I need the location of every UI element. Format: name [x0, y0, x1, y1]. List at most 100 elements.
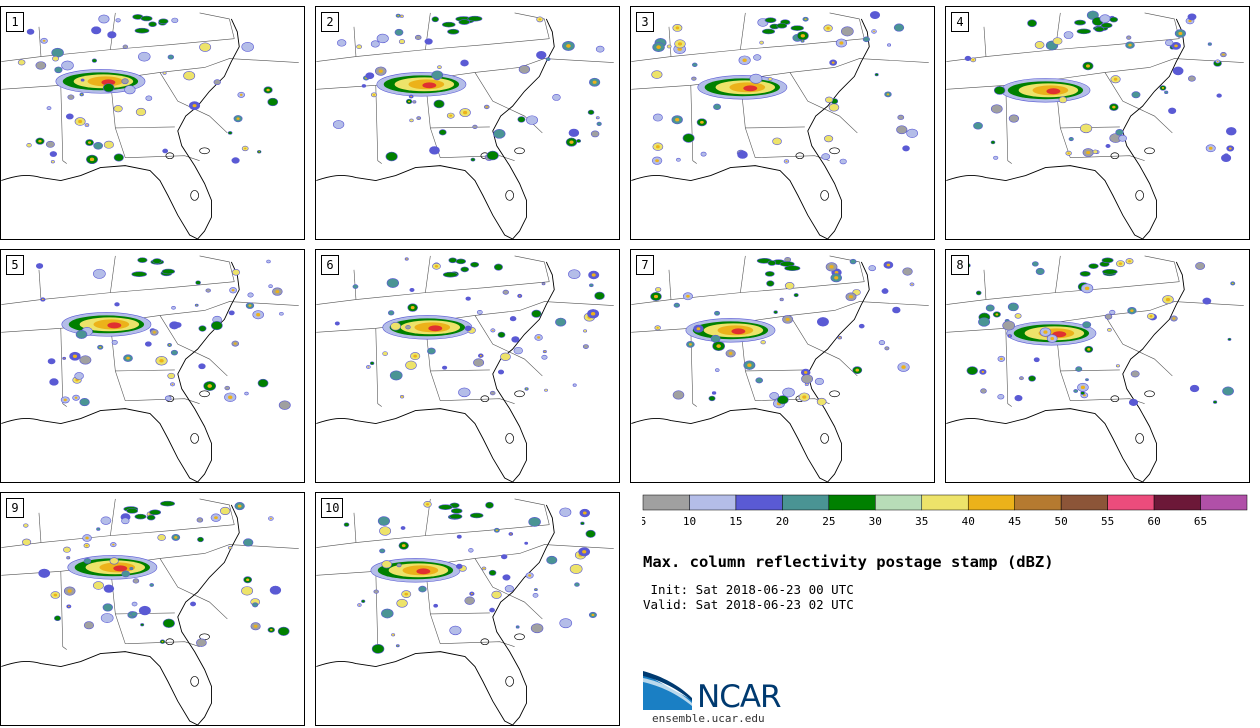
storm-cell [995, 313, 999, 316]
state-border [834, 301, 929, 311]
storm-cell [269, 585, 282, 595]
storm-cell [418, 585, 427, 593]
storm-cell [966, 366, 978, 376]
state-border [668, 26, 672, 57]
storm-cell [132, 578, 140, 584]
lake-outline [1135, 433, 1144, 444]
storm-cell [121, 570, 130, 578]
storm-cell [424, 38, 433, 45]
storm-cell [382, 351, 388, 356]
storm-cell [135, 107, 147, 117]
storm-cell [414, 34, 422, 41]
ensemble-url: ensemble.ucar.edu [652, 712, 765, 725]
storm-cell [74, 396, 78, 399]
storm-cell [67, 94, 75, 100]
storm-cell [152, 331, 156, 334]
storm-cell [800, 34, 806, 38]
storm-cell [785, 317, 790, 321]
storm-cell [131, 601, 138, 607]
state-border [829, 12, 865, 39]
storm-cell [63, 398, 67, 402]
storm-cell [1085, 64, 1090, 68]
storm-cell [381, 560, 392, 569]
storm-cell [1084, 286, 1090, 291]
storm-cell [1028, 375, 1036, 382]
storm-cell [197, 536, 204, 543]
member-label: 1 [6, 12, 24, 32]
state-border [199, 12, 235, 39]
storm-cell [369, 361, 375, 366]
storm-cell [343, 522, 350, 527]
storm-cell [431, 16, 439, 23]
storm-cell [134, 513, 147, 520]
storm-cell [824, 135, 834, 143]
storm-cell [278, 400, 291, 410]
storm-cell [485, 106, 488, 108]
colorbar-tick-label: 40 [962, 515, 975, 528]
colorbar-bin [642, 494, 690, 511]
lake-outline [514, 633, 525, 641]
storm-cell [367, 366, 370, 368]
storm-cell [79, 398, 90, 407]
storm-cell [975, 290, 982, 296]
storm-cell [1058, 96, 1068, 104]
storm-cell [115, 18, 121, 23]
storm-cell [396, 563, 402, 568]
storm-cell [776, 22, 788, 29]
storm-cell [131, 271, 147, 277]
lake-outline [1144, 390, 1155, 398]
storm-cell [1035, 267, 1045, 275]
storm-cell [887, 43, 892, 47]
state-border [1104, 72, 1173, 134]
storm-cell [473, 358, 485, 367]
storm-cell [491, 590, 502, 599]
colorbar-bin [1014, 494, 1062, 511]
storm-cell [138, 51, 151, 62]
storm-cell [1109, 16, 1119, 23]
member-label: 3 [636, 12, 654, 32]
storm-cell [1164, 90, 1169, 95]
storm-cell [401, 15, 403, 17]
storm-cell [275, 290, 280, 294]
storm-cell [1031, 261, 1039, 267]
storm-cell [590, 130, 600, 138]
storm-cell [146, 514, 156, 521]
storm-cell [511, 336, 520, 343]
storm-cell [486, 150, 499, 161]
ncar-logo-text: NCAR [697, 679, 782, 715]
state-border [159, 315, 228, 377]
storm-cell [134, 27, 150, 34]
state-border [115, 369, 175, 372]
colorbar-tick-label: 15 [729, 515, 742, 528]
storm-cell [144, 341, 152, 347]
member-label: 10 [321, 498, 344, 518]
storm-cell [220, 506, 231, 516]
storm-cell [656, 45, 661, 50]
storm-cell [1207, 42, 1212, 46]
storm-cell [247, 292, 254, 298]
storm-cell [113, 105, 123, 113]
storm-cell [438, 129, 447, 136]
storm-cell [413, 354, 417, 358]
storm-cell [456, 534, 462, 539]
storm-cell [655, 159, 659, 163]
storm-cell [862, 36, 870, 43]
storm-cell [801, 40, 804, 42]
storm-cell [868, 265, 876, 272]
storm-cell [651, 70, 663, 79]
storm-cell [806, 383, 808, 385]
storm-cell [582, 511, 587, 515]
storm-cell [213, 79, 221, 86]
state-border [110, 322, 126, 401]
storm-cell [63, 357, 65, 359]
storm-cell [72, 354, 78, 358]
storm-cell [855, 368, 860, 372]
storm-cell [405, 325, 411, 330]
storm-cell [468, 548, 474, 553]
member-label: 7 [636, 255, 654, 275]
lake-outline [1144, 147, 1155, 155]
storm-cell [140, 15, 153, 22]
storm-cell [597, 117, 599, 119]
reflectivity-colorbar: 5 10 15 20 25 30 35 40 45 50 55 60 65 [642, 494, 1248, 528]
storm-cell [596, 121, 602, 126]
